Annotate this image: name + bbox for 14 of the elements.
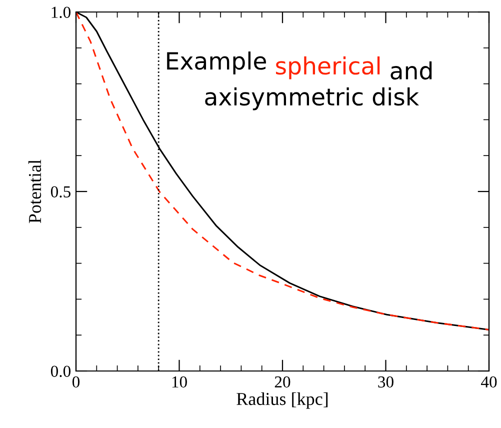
x-tick-label: 40 bbox=[480, 376, 497, 388]
x-tick-label: 10 bbox=[172, 376, 187, 388]
y-tick-label: 0.0 bbox=[50, 366, 71, 378]
y-axis-title: Potential bbox=[28, 160, 42, 224]
annotation: spherical bbox=[276, 56, 380, 80]
x-tick-label: 30 bbox=[378, 376, 394, 388]
annotation: Example bbox=[167, 52, 266, 74]
x-axis-title: Radius [kpc] bbox=[236, 392, 328, 409]
annotation: axisymmetric disk bbox=[205, 87, 420, 110]
y-tick-label: 1.0 bbox=[52, 6, 71, 18]
x-tick-label: 0 bbox=[72, 376, 80, 388]
annotation: and bbox=[390, 61, 432, 80]
x-tick-label: 20 bbox=[274, 376, 290, 388]
y-tick-label: 0.5 bbox=[50, 186, 70, 198]
